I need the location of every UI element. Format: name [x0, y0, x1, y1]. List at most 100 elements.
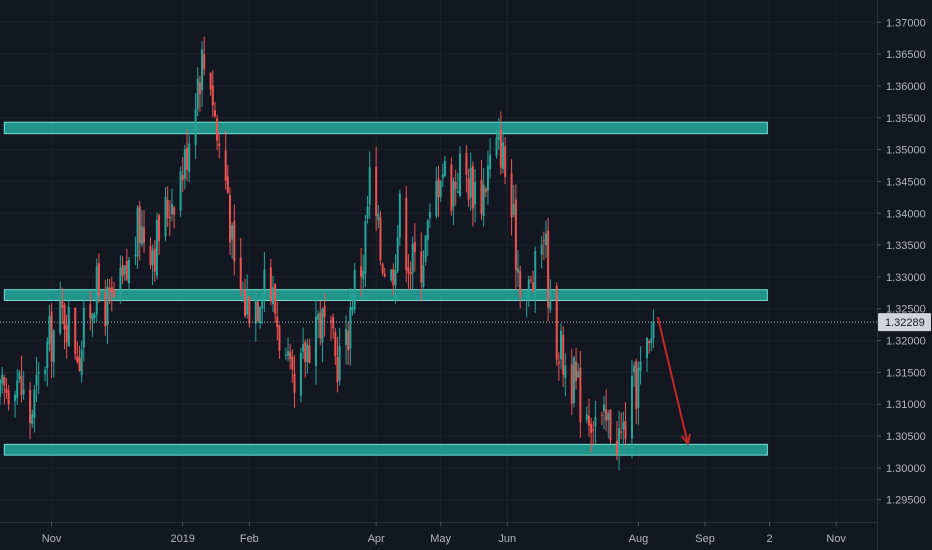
candle-body — [125, 261, 128, 280]
candle-body — [540, 244, 543, 255]
candle-body — [323, 305, 326, 318]
candle-body — [396, 237, 399, 272]
candle-body — [302, 344, 305, 352]
x-tick-label: Sep — [695, 533, 715, 545]
y-tick-label: 1.29500 — [886, 495, 926, 507]
x-tick-label: 2019 — [170, 533, 194, 545]
candle-body — [542, 240, 545, 242]
candle-body — [426, 220, 429, 240]
candle-body — [630, 376, 633, 439]
candle-body — [575, 361, 578, 381]
y-tick-label: 1.37000 — [886, 17, 926, 29]
zone-2 — [3, 443, 768, 456]
candle-body — [624, 421, 627, 439]
candle-body — [65, 324, 68, 343]
y-tick-label: 1.35000 — [886, 145, 926, 157]
candle-body — [471, 166, 474, 209]
candle-body — [499, 129, 502, 168]
candle-body — [244, 289, 247, 316]
candle-body — [78, 357, 81, 371]
candle-body — [233, 220, 236, 262]
candle-body — [594, 417, 597, 427]
candle-body — [20, 375, 23, 396]
candle-body — [572, 357, 575, 404]
candle-body — [241, 293, 244, 296]
candle-body — [108, 288, 111, 291]
candle-body — [186, 147, 189, 170]
candle-body — [379, 217, 382, 261]
candle-body — [271, 287, 274, 305]
candle-body — [289, 351, 292, 360]
candle-body — [646, 338, 649, 358]
candle-body — [405, 197, 408, 270]
candle-body — [351, 307, 354, 311]
candle-body — [486, 165, 489, 191]
candle-body — [562, 334, 565, 375]
candle-body — [82, 308, 85, 348]
candle-body — [224, 150, 227, 181]
candle-body — [381, 264, 384, 274]
candle-body — [254, 299, 257, 324]
candle-body — [424, 235, 427, 262]
candle-body — [544, 233, 547, 246]
candle-body — [155, 219, 158, 276]
candle-body — [615, 440, 618, 455]
candle-body — [93, 314, 96, 319]
candle-body — [173, 207, 176, 215]
zone-0 — [3, 121, 768, 135]
y-tick-label: 1.30500 — [886, 431, 926, 443]
candle-body — [469, 167, 472, 198]
candle-body — [278, 325, 281, 351]
candle-body — [510, 173, 513, 218]
candle-body — [519, 270, 522, 297]
x-tick-label: Nov — [826, 533, 846, 545]
candle-body — [149, 246, 152, 265]
x-tick-label: 2 — [766, 533, 772, 545]
candle-body — [603, 404, 606, 412]
candle-body — [198, 82, 201, 95]
y-tick-label: 1.30000 — [886, 463, 926, 475]
candles — [0, 36, 655, 471]
candle-body — [577, 371, 580, 378]
candle-body — [196, 78, 199, 110]
candle-body — [607, 413, 610, 420]
candle-body — [48, 315, 51, 344]
candle-body — [89, 304, 92, 319]
candle-body — [532, 282, 535, 292]
x-tick-label: Aug — [629, 533, 649, 545]
candle-body — [585, 414, 588, 420]
y-tick-label: 1.33000 — [886, 272, 926, 284]
candle-body — [151, 250, 154, 266]
candle-body — [104, 292, 107, 327]
candle-body — [50, 311, 53, 362]
candle-body — [218, 143, 221, 147]
candle-body — [317, 314, 320, 320]
candle-body — [383, 273, 386, 277]
candle-body — [338, 346, 341, 381]
y-tick-label: 1.36500 — [886, 49, 926, 61]
y-tick-label: 1.32000 — [886, 336, 926, 348]
candle-body — [67, 306, 70, 347]
candle-body — [439, 181, 442, 197]
x-tick-label: Feb — [240, 533, 259, 545]
candle-body — [29, 389, 32, 424]
candle-body — [564, 365, 567, 379]
candle-body — [44, 369, 47, 375]
candle-body — [134, 255, 137, 257]
candle-body — [228, 195, 231, 243]
candle-body — [465, 152, 468, 175]
candle-body — [226, 176, 229, 193]
y-tick-label: 1.31000 — [886, 399, 926, 411]
candle-body — [35, 374, 38, 386]
candle-body — [454, 182, 457, 189]
candle-body — [33, 389, 36, 418]
candle-body — [560, 330, 563, 360]
candle-body — [127, 260, 130, 284]
candle-body — [153, 248, 156, 272]
candle-body — [97, 263, 100, 296]
candle-body — [18, 371, 21, 380]
candle-body — [360, 266, 363, 278]
candle-body — [61, 299, 64, 308]
candle-body — [555, 285, 558, 360]
